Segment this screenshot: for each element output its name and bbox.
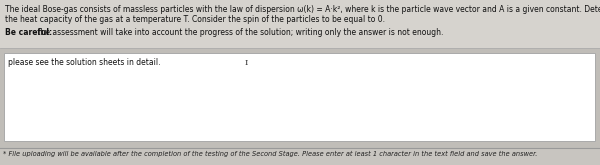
Bar [4, 53, 595, 141]
Bar [0, 148, 600, 165]
Bar [0, 48, 600, 53]
Bar [0, 0, 600, 48]
Text: Be careful:: Be careful: [5, 28, 52, 37]
Text: the heat capacity of the gas at a temperature T. Consider the spin of the partic: the heat capacity of the gas at a temper… [5, 15, 385, 24]
Text: the assessment will take into account the progress of the solution; writing only: the assessment will take into account th… [35, 28, 443, 37]
Text: The ideal Bose-gas consists of massless particles with the law of dispersion ω(k: The ideal Bose-gas consists of massless … [5, 5, 600, 14]
Text: * File uploading will be available after the completion of the testing of the Se: * File uploading will be available after… [3, 151, 538, 157]
Text: I: I [245, 59, 248, 67]
Text: please see the solution sheets in detail.: please see the solution sheets in detail… [8, 58, 161, 67]
